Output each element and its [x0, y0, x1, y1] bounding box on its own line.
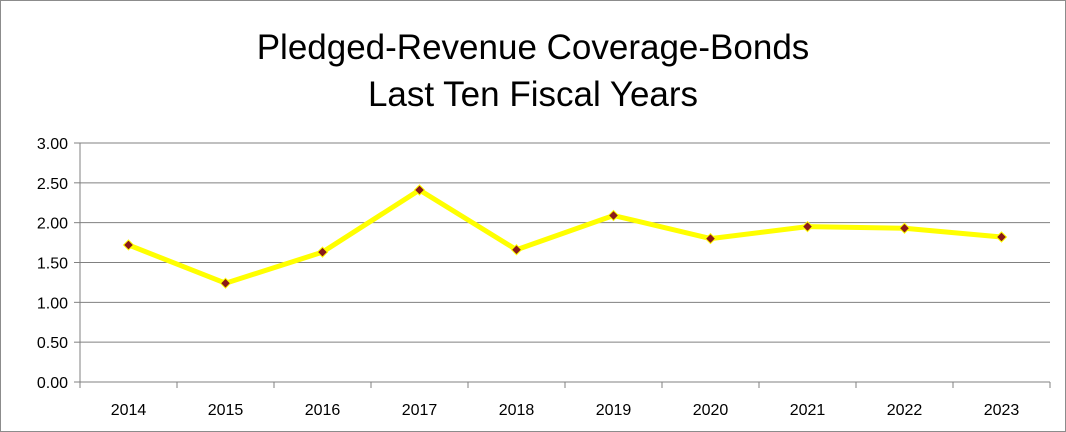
y-tick-label: 3.00 — [37, 136, 68, 153]
coverage-line — [127, 187, 1002, 286]
x-tick-label: 2020 — [693, 402, 729, 419]
data-point-marker — [413, 184, 426, 196]
y-tick-label: 2.50 — [37, 176, 68, 193]
data-markers — [122, 184, 1008, 289]
x-axis-tick-labels: 2014 2015 2016 2017 2018 2019 2020 2021 2022 2023 — [111, 402, 1020, 419]
data-point-marker — [995, 231, 1008, 243]
y-axis-tick-labels: 0.00 0.50 1.00 1.50 2.00 2.50 3.00 — [37, 136, 68, 392]
x-tick-label: 2014 — [111, 402, 147, 419]
data-point-marker — [219, 277, 232, 289]
data-point-marker — [801, 220, 814, 233]
gridlines — [74, 142, 1050, 383]
y-tick-label: 0.00 — [37, 375, 68, 392]
data-point-marker — [122, 239, 135, 251]
y-tick-label: 2.00 — [37, 216, 68, 233]
x-tick-label: 2021 — [790, 402, 826, 419]
series-line — [127, 187, 1002, 286]
y-tick-label: 1.50 — [37, 256, 68, 273]
x-tick-label: 2015 — [208, 402, 244, 419]
chart-title-line-2: Last Ten Fiscal Years — [367, 75, 699, 114]
data-point-marker — [704, 232, 717, 245]
x-tick-label: 2019 — [596, 402, 632, 419]
data-point-marker — [316, 246, 329, 258]
x-tick-label: 2016 — [305, 402, 341, 419]
x-tick-label: 2017 — [402, 402, 438, 419]
axes — [79, 143, 1051, 388]
x-tick-label: 2022 — [887, 402, 923, 419]
data-point-marker — [607, 209, 620, 222]
y-tick-label: 1.00 — [37, 295, 68, 312]
x-tick-label: 2018 — [499, 402, 535, 419]
data-point-marker — [510, 244, 523, 256]
chart-title-line-1: Pledged-Revenue Coverage-Bonds — [256, 28, 810, 67]
y-tick-label: 0.50 — [37, 335, 68, 352]
x-tick-label: 2023 — [984, 402, 1020, 419]
data-point-marker — [898, 222, 911, 234]
